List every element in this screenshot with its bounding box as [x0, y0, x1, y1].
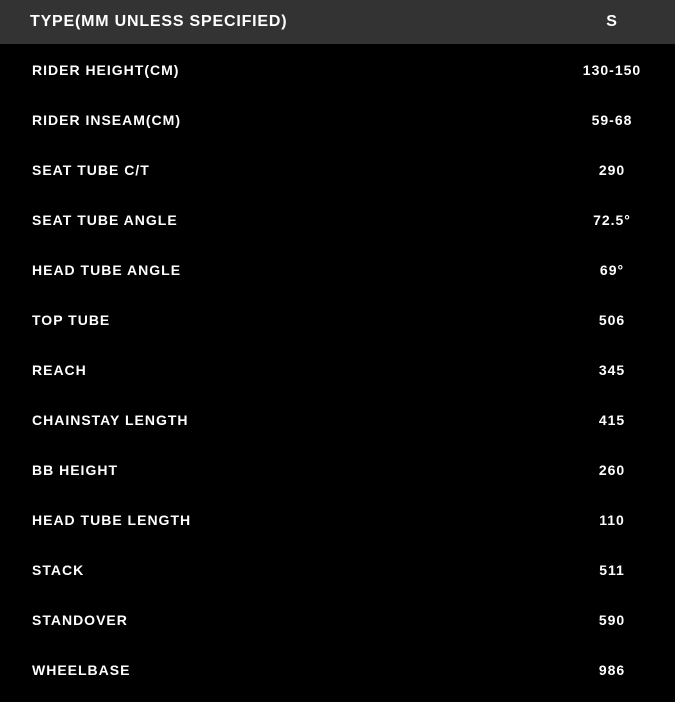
table-row: BB HEIGHT 260: [0, 445, 675, 495]
row-value: 345: [598, 362, 626, 378]
table-row: SEAT TUBE ANGLE 72.5°: [0, 195, 675, 245]
table-row: REACH 345: [0, 345, 675, 395]
table-row: WHEELBASE 986: [0, 645, 675, 695]
table-row: HEAD TUBE LENGTH 110: [0, 495, 675, 545]
row-label: HEAD TUBE ANGLE: [32, 262, 182, 278]
type-header: TYPE(MM UNLESS SPECIFIED): [30, 13, 288, 30]
row-value: 72.5°: [593, 212, 631, 228]
row-label: SEAT TUBE ANGLE: [32, 212, 178, 228]
row-label: SEAT TUBE C/T: [32, 162, 150, 178]
table-header: TYPE(MM UNLESS SPECIFIED) S: [0, 0, 675, 44]
row-label: BB HEIGHT: [32, 462, 118, 478]
table-row: RIDER HEIGHT(CM) 130-150: [0, 45, 675, 95]
row-label: STACK: [32, 562, 85, 578]
row-value: 69°: [599, 262, 625, 278]
row-value: 415: [598, 412, 626, 428]
row-label: RIDER HEIGHT(CM): [32, 62, 180, 78]
row-label: RIDER INSEAM(CM): [32, 112, 181, 128]
size-header: S: [606, 13, 618, 30]
row-value: 110: [599, 512, 625, 528]
table-row: HEAD TUBE ANGLE 69°: [0, 245, 675, 295]
row-value: 590: [598, 612, 626, 628]
row-value: 260: [598, 462, 626, 478]
row-value: 511: [599, 562, 625, 578]
row-value: 986: [598, 662, 626, 678]
geometry-table: RIDER HEIGHT(CM) 130-150 RIDER INSEAM(CM) 5…: [0, 44, 675, 695]
row-label: CHAINSTAY LENGTH: [32, 412, 189, 428]
row-value: 59-68: [591, 112, 633, 128]
table-row: CHAINSTAY LENGTH 415: [0, 395, 675, 445]
row-label: WHEELBASE: [32, 662, 131, 678]
row-label: STANDOVER: [32, 612, 128, 628]
row-value: 290: [598, 162, 626, 178]
row-label: HEAD TUBE LENGTH: [32, 512, 192, 528]
row-label: REACH: [32, 362, 87, 378]
row-value: 506: [598, 312, 626, 328]
table-row: TOP TUBE 506: [0, 295, 675, 345]
row-label: TOP TUBE: [32, 312, 111, 328]
table-row: STANDOVER 590: [0, 595, 675, 645]
table-row: STACK 511: [0, 545, 675, 595]
row-value: 130-150: [582, 62, 642, 78]
table-row: RIDER INSEAM(CM) 59-68: [0, 95, 675, 145]
table-row: SEAT TUBE C/T 290: [0, 145, 675, 195]
